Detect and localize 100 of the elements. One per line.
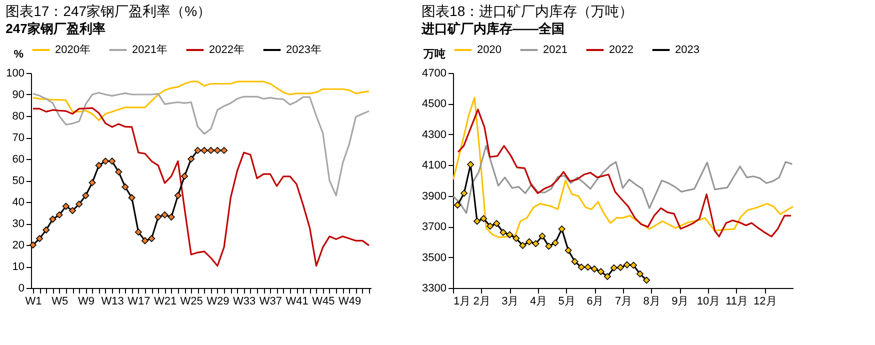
point [643, 276, 650, 284]
line-series [32, 92, 370, 196]
x-tick-label: W37 [259, 296, 282, 308]
point [168, 214, 175, 221]
point [590, 265, 598, 272]
legend-label: 2021 [543, 44, 568, 56]
y-tick-label: 10 [12, 261, 24, 273]
point [616, 264, 624, 271]
point [597, 268, 604, 276]
y-axis-title: % [14, 48, 24, 60]
y-tick-label: 4500 [422, 98, 446, 110]
point [532, 240, 540, 248]
x-tick-label: W33 [233, 296, 256, 308]
point [188, 156, 195, 162]
x-tick-label: 7月 [614, 296, 632, 308]
legend-label: 2022 [609, 44, 634, 56]
x-tick-label: W17 [128, 296, 150, 308]
point [95, 162, 102, 169]
x-tick-label: 1月 [454, 296, 471, 308]
legend-label: 2022年 [209, 44, 244, 56]
y-tick-label: 90 [12, 89, 24, 101]
point [142, 237, 148, 244]
legend-label: 2020 [477, 44, 502, 56]
point [154, 214, 162, 221]
point [558, 226, 566, 233]
point [474, 218, 481, 225]
x-tick-label: 2月 [473, 296, 490, 308]
point [42, 226, 50, 234]
point [122, 183, 129, 190]
point [538, 232, 546, 240]
line-series [32, 80, 370, 122]
y-tick-label: 4700 [422, 68, 446, 80]
legend-label: 2023 [675, 44, 700, 56]
y-tick-label: 3700 [422, 221, 446, 234]
y-tick-label: 4300 [422, 128, 446, 141]
y-tick-label: 40 [12, 196, 24, 208]
y-tick-label: 80 [12, 110, 24, 122]
y-tick-label: 3500 [422, 252, 446, 264]
point [220, 146, 228, 154]
y-tick-label: 3300 [422, 282, 446, 294]
point [88, 179, 96, 186]
y-tick-label: 0 [18, 282, 24, 294]
point [148, 235, 156, 242]
x-tick-label: W29 [206, 296, 230, 308]
point [214, 146, 221, 154]
x-tick-label: W13 [101, 296, 124, 308]
y-tick-label: 30 [12, 218, 24, 230]
point [102, 158, 109, 165]
x-tick-label: 10月 [696, 296, 720, 308]
x-tick-label: W25 [180, 296, 203, 308]
x-tick-label: 11月 [726, 296, 748, 308]
point [610, 264, 618, 272]
point [630, 262, 637, 269]
point [108, 158, 116, 165]
point [62, 202, 70, 210]
point [69, 207, 76, 214]
point [194, 146, 202, 154]
legend-label: 2020年 [55, 44, 90, 56]
x-tick-label: W41 [286, 296, 308, 308]
point [134, 228, 142, 236]
point [161, 211, 168, 218]
point [82, 192, 90, 200]
point [623, 261, 630, 268]
y-tick-label: 50 [12, 175, 24, 187]
point [467, 161, 474, 168]
point [526, 238, 533, 246]
line-series [452, 144, 793, 214]
y-tick-label: 70 [12, 132, 24, 144]
y-tick-label: 100 [6, 68, 24, 80]
point [174, 192, 182, 200]
point [207, 146, 214, 154]
point [636, 270, 644, 278]
point [115, 168, 122, 176]
y-tick-label: 60 [12, 154, 24, 166]
x-tick-label: 12月 [754, 296, 777, 308]
point [460, 190, 468, 197]
point [500, 228, 507, 236]
point [454, 202, 462, 209]
point [552, 239, 559, 246]
point [480, 215, 488, 222]
chart-subtitle: 247家钢厂盈利率 [6, 21, 106, 36]
x-tick-label: W49 [338, 296, 362, 308]
chart-subtitle: 进口矿厂内库存——全国 [420, 21, 565, 36]
point [604, 273, 611, 280]
x-tick-label: 3月 [502, 296, 519, 308]
point [49, 216, 56, 223]
legend-label: 2023年 [286, 44, 322, 56]
point [578, 264, 585, 271]
point [493, 220, 500, 227]
point [486, 222, 494, 230]
point [545, 242, 552, 250]
legend-label: 2021年 [132, 44, 168, 56]
x-tick-label: W5 [52, 296, 68, 308]
point [29, 242, 36, 248]
x-tick-label: W1 [25, 296, 42, 308]
x-tick-label: 5月 [558, 296, 576, 308]
point [128, 194, 136, 202]
y-tick-label: 3900 [422, 190, 446, 202]
point [512, 234, 520, 242]
point [519, 242, 526, 249]
